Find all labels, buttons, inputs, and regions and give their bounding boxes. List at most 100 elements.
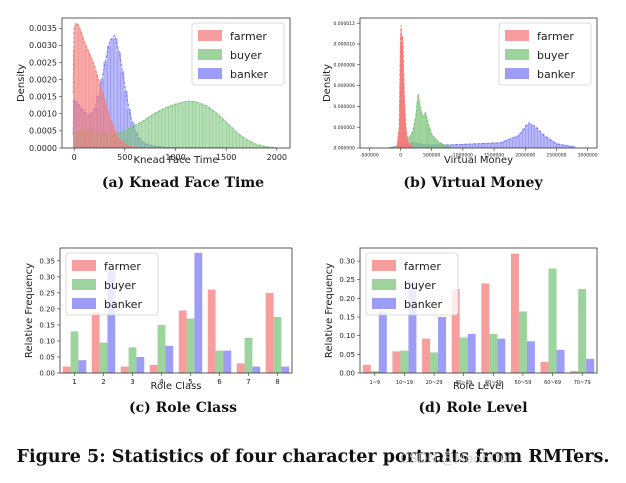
hist-bar-a-farmer-31 <box>115 133 118 148</box>
hist-bar-a-farmer-12 <box>89 55 92 148</box>
legend-swatch-a-buyer <box>198 49 222 60</box>
hist-bar-b-banker-33 <box>490 142 495 148</box>
hist-bar-a-buyer-20 <box>141 120 146 148</box>
hist-bar-a-buyer-31 <box>178 102 183 148</box>
hist-bar-b-banker-29 <box>478 143 482 148</box>
hist-bar-a-buyer-35 <box>192 101 196 148</box>
x-tick-label-c-1: 2 <box>101 378 105 386</box>
hist-bar-a-buyer-40 <box>209 109 213 148</box>
watermark: CSDN @MoonOut <box>400 452 514 467</box>
hist-bar-a-farmer-4 <box>78 27 81 148</box>
subcaption-b: (b) Virtual Money <box>403 175 543 191</box>
hist-bar-a-farmer-5 <box>79 30 82 148</box>
hist-bar-a-buyer-51 <box>246 140 250 148</box>
hist-bar-a-buyer-17 <box>131 126 136 148</box>
y-tick-label-c-6: 0.30 <box>39 273 55 281</box>
bar-c-banker-5 <box>194 252 203 373</box>
x-tick-label-d-5: 50~59 <box>514 380 531 386</box>
legend-a: farmer buyer banker <box>191 22 285 86</box>
bar-d-farmer-50~59 <box>510 253 519 373</box>
hist-bar-a-buyer-39 <box>205 106 210 148</box>
legend-b: farmer buyer banker <box>498 22 592 86</box>
hist-bar-b-banker-31 <box>484 143 489 148</box>
hist-bar-a-farmer-24 <box>105 107 108 148</box>
hist-bar-a-farmer-30 <box>114 131 116 148</box>
y-tick-label-b-6: 0.000012 <box>334 21 356 27</box>
hist-bar-a-buyer-43 <box>219 117 223 148</box>
legend-swatch-c-farmer <box>72 260 96 271</box>
hist-bar-a-buyer-46 <box>229 127 234 148</box>
hist-bar-a-farmer-14 <box>92 62 94 148</box>
hist-bar-a-farmer-6 <box>81 34 83 148</box>
y-axis-label-a: Density <box>16 64 27 102</box>
bars-c-buyer <box>70 316 282 373</box>
legend-label-b-farmer: farmer <box>537 30 574 43</box>
x-tick-label-a-4: 2000 <box>267 153 287 162</box>
hist-bar-b-banker-40 <box>512 137 517 148</box>
y-axis-label-c: Relative Frequency <box>24 263 35 358</box>
x-axis-label-b: Virtual Money <box>444 155 513 166</box>
y-tick-label-c-0: 0.00 <box>39 369 55 377</box>
x-tick-label-d-3: 30~39 <box>455 380 472 386</box>
x-tick-label-c-0: 1 <box>72 378 76 386</box>
hist-bar-a-farmer-18 <box>97 79 100 148</box>
y-tick-label-a-3: 0.0015 <box>29 92 57 101</box>
legend-label-a-banker: banker <box>230 68 268 81</box>
legend-label-d-farmer: farmer <box>404 260 441 273</box>
hist-bar-b-banker-35 <box>497 142 501 148</box>
hist-bar-b-banker-27 <box>472 143 476 148</box>
y-tick-label-c-2: 0.10 <box>39 337 55 345</box>
bar-d-buyer-60~69 <box>548 268 557 373</box>
hist-bars-b-farmer <box>396 28 414 148</box>
hist-bar-b-banker-28 <box>475 143 479 148</box>
y-tick-label-b-1: 0.000002 <box>334 125 356 131</box>
series-group-b <box>387 25 576 148</box>
y-tick-label-a-7: 0.0035 <box>29 24 57 33</box>
hist-bar-a-farmer-19 <box>98 83 101 148</box>
x-axis-label-c: Role Class <box>150 381 201 392</box>
hist-bar-a-buyer-33 <box>185 101 190 148</box>
bar-d-farmer-70~79 <box>570 371 579 373</box>
hist-bar-b-banker-50 <box>543 136 548 148</box>
bar-c-buyer-7 <box>244 337 253 373</box>
bar-c-banker-3 <box>136 356 145 373</box>
hist-bar-b-banker-51 <box>546 138 551 148</box>
legend-swatch-c-banker <box>72 298 96 309</box>
hist-bar-a-farmer-15 <box>93 65 96 148</box>
bars-c-farmer <box>62 289 274 373</box>
hist-bar-a-farmer-22 <box>103 97 105 148</box>
hist-bar-a-buyer-18 <box>134 124 139 148</box>
bar-c-buyer-5 <box>186 318 195 373</box>
y-tick-label-d-6: 0.30 <box>339 258 355 266</box>
hist-bar-a-buyer-24 <box>155 112 159 148</box>
y-tick-label-c-7: 0.35 <box>39 257 55 265</box>
bars-d-farmer <box>362 253 579 373</box>
hist-bar-a-farmer-25 <box>107 111 109 148</box>
hist-bar-a-farmer-9 <box>85 45 87 148</box>
hist-bar-a-buyer-45 <box>226 123 230 148</box>
hist-bar-a-farmer-13 <box>90 58 93 148</box>
hist-bar-a-buyer-32 <box>182 101 186 148</box>
y-tick-label-c-3: 0.15 <box>39 321 55 329</box>
subcaption-d: (d) Role Level <box>418 400 528 416</box>
hist-bar-a-buyer-47 <box>232 130 237 148</box>
hist-bar-b-banker-37 <box>503 140 507 148</box>
y-tick-label-b-4: 0.000008 <box>334 62 356 68</box>
bar-c-buyer-1 <box>70 331 79 373</box>
bar-c-banker-1 <box>78 360 87 373</box>
hist-bar-a-farmer-11 <box>88 52 90 148</box>
x-tick-label-d-2: 20~29 <box>426 380 443 386</box>
legend-swatch-b-farmer <box>505 30 529 41</box>
legend-swatch-a-banker <box>198 68 222 79</box>
bar-c-farmer-5 <box>178 310 187 373</box>
hist-bar-a-buyer-22 <box>148 116 152 148</box>
y-tick-label-d-2: 0.10 <box>339 332 355 340</box>
y-tick-label-a-1: 0.0005 <box>29 127 57 136</box>
hist-bar-a-buyer-36 <box>195 102 200 148</box>
y-tick-label-d-4: 0.20 <box>339 295 355 303</box>
bar-d-farmer-30~39 <box>451 289 460 373</box>
hist-bar-a-buyer-29 <box>171 104 176 148</box>
bar-d-banker-60~69 <box>556 349 565 373</box>
x-tick-label-b-0: -500000 <box>360 153 379 159</box>
hist-bar-a-farmer-3 <box>77 24 79 148</box>
